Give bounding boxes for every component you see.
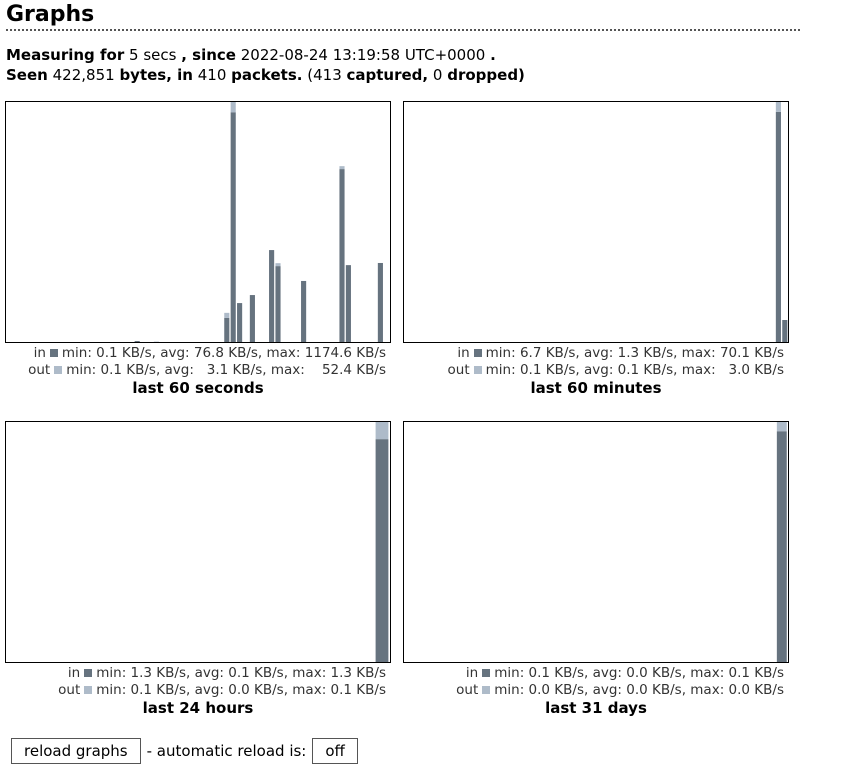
legend-swatch	[84, 669, 93, 677]
info-text: dropped)	[447, 66, 525, 84]
stat-row: out min: 0.0 KB/s, avg: 0.0 KB/s, max: 0.…	[403, 682, 789, 699]
graph-caption: last 60 minutes	[530, 379, 662, 397]
bar-in	[776, 431, 787, 662]
info-text: 422,851	[52, 66, 115, 84]
bar-out	[375, 422, 389, 440]
stat-label: in	[457, 345, 470, 361]
info-text: , since	[181, 46, 236, 64]
info-text: captured,	[346, 66, 429, 84]
info-text: (413	[307, 66, 342, 84]
info-text: 410	[197, 66, 227, 84]
info-line: Seen 422,851 bytes, in 410 packets. (413…	[6, 66, 525, 84]
bar-out	[339, 166, 345, 170]
stat-label: out	[58, 682, 81, 698]
graph-caption: last 31 days	[545, 699, 647, 717]
legend-swatch	[482, 686, 491, 694]
graph: in min: 6.7 KB/s, avg: 1.3 KB/s, max: 70.…	[403, 101, 789, 397]
graph-caption: last 60 seconds	[132, 379, 264, 397]
stat-row: in min: 0.1 KB/s, avg: 76.8 KB/s, max: 11…	[5, 345, 391, 362]
legend-swatch	[84, 686, 93, 694]
legend-swatch	[473, 349, 482, 357]
bar-in	[249, 295, 255, 342]
bar-in	[269, 250, 275, 342]
legend-swatch	[473, 366, 482, 374]
stat-text: min: 0.0 KB/s, avg: 0.0 KB/s, max: 0.0 K…	[494, 682, 784, 698]
legend-swatch	[482, 669, 491, 677]
bar-in	[275, 266, 281, 342]
info-text: Seen	[6, 66, 48, 84]
graph: in min: 1.3 KB/s, avg: 0.1 KB/s, max: 1.3…	[5, 421, 391, 717]
bar-in	[345, 265, 351, 342]
stat-label: out	[447, 362, 470, 378]
bar-in	[775, 111, 781, 342]
legend-swatch	[54, 366, 63, 374]
bar-in	[339, 169, 345, 342]
auto-reload-toggle[interactable]: off	[312, 738, 358, 764]
stat-label: out	[28, 362, 51, 378]
stat-label: out	[456, 682, 479, 698]
info-text: 5 secs	[129, 46, 177, 64]
bar-in	[301, 280, 307, 342]
bar-in	[224, 317, 230, 342]
graph: in min: 0.1 KB/s, avg: 0.0 KB/s, max: 0.1…	[403, 421, 789, 717]
info-text: Measuring for	[6, 46, 125, 64]
stat-row: in min: 1.3 KB/s, avg: 0.1 KB/s, max: 1.3…	[5, 665, 391, 682]
stat-text: min: 0.1 KB/s, avg: 76.8 KB/s, max: 1174…	[61, 345, 386, 361]
stat-text: min: 0.1 KB/s, avg: 0.1 KB/s, max: 3.0 K…	[485, 362, 784, 378]
bar-out	[775, 102, 781, 112]
bar-in	[377, 262, 383, 342]
stat-row: out min: 0.1 KB/s, avg: 3.1 KB/s, max: 52…	[5, 362, 391, 379]
bar-chart	[5, 101, 391, 343]
bar-chart	[5, 421, 391, 663]
bar-out	[230, 102, 236, 113]
stat-text: min: 0.1 KB/s, avg: 0.0 KB/s, max: 0.1 K…	[494, 665, 784, 681]
info-text: packets.	[231, 66, 303, 84]
graph: in min: 0.1 KB/s, avg: 76.8 KB/s, max: 11…	[5, 101, 391, 397]
graph-caption: last 24 hours	[142, 699, 254, 717]
reload-button[interactable]: reload graphs	[11, 738, 141, 764]
stat-row: out min: 0.1 KB/s, avg: 0.0 KB/s, max: 0.…	[5, 682, 391, 699]
stat-text: min: 1.3 KB/s, avg: 0.1 KB/s, max: 1.3 K…	[96, 665, 386, 681]
info-text: bytes, in	[119, 66, 193, 84]
bar-in	[134, 341, 140, 342]
info-text: 2022-08-24 13:19:58 UTC+0000	[240, 46, 486, 64]
bar-out	[224, 312, 230, 318]
stat-text: min: 6.7 KB/s, avg: 1.3 KB/s, max: 70.1 …	[485, 345, 784, 361]
controls: reload graphs - automatic reload is: off	[11, 738, 358, 764]
bar-chart	[403, 421, 789, 663]
stat-row: in min: 6.7 KB/s, avg: 1.3 KB/s, max: 70.…	[403, 345, 789, 362]
bar-out	[776, 422, 787, 432]
stat-label: in	[465, 665, 479, 681]
stat-text: min: 0.1 KB/s, avg: 3.1 KB/s, max: 52.4 …	[66, 362, 386, 378]
legend-swatch	[49, 349, 58, 357]
auto-reload-label: - automatic reload is:	[146, 742, 307, 760]
info-text: .	[490, 46, 496, 64]
stat-label: in	[33, 345, 46, 361]
bar-chart	[403, 101, 789, 343]
bar-in	[230, 112, 236, 342]
bar-in	[375, 439, 389, 662]
bar-out	[275, 263, 281, 267]
stat-row: out min: 0.1 KB/s, avg: 0.1 KB/s, max: 3.…	[403, 362, 789, 379]
bar-in	[237, 303, 243, 342]
info-line: Measuring for 5 secs , since 2022-08-24 …	[6, 46, 496, 64]
bar-in	[782, 320, 788, 342]
stat-row: in min: 0.1 KB/s, avg: 0.0 KB/s, max: 0.1…	[403, 665, 789, 682]
stat-label: in	[67, 665, 81, 681]
info-text: 0	[432, 66, 443, 84]
page-title: Graphs	[6, 2, 800, 31]
stat-text: min: 0.1 KB/s, avg: 0.0 KB/s, max: 0.1 K…	[96, 682, 386, 698]
